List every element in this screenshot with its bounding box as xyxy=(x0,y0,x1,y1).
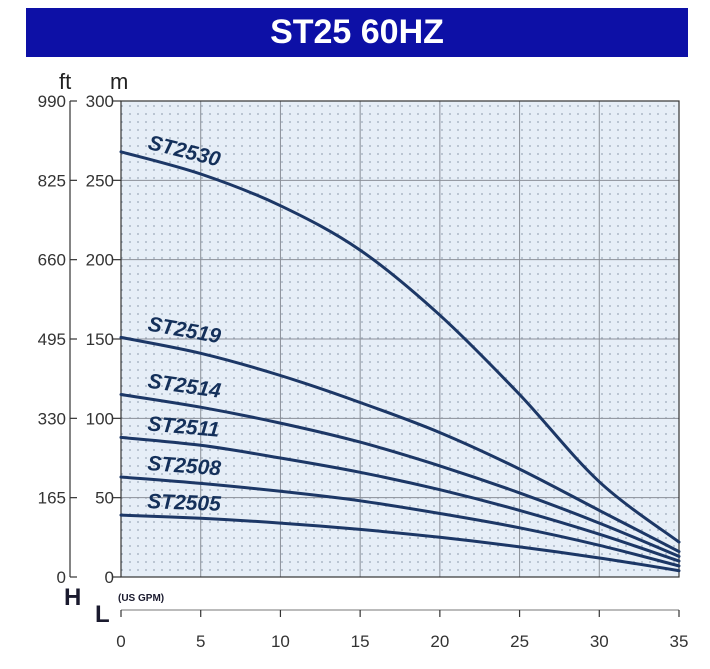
m-axis-ticks: 0 50 100 150 200 250 300 xyxy=(86,92,121,587)
x-tick-label: 0 xyxy=(116,632,125,651)
m-tick-label: 100 xyxy=(86,409,114,428)
series-curve-st2514 xyxy=(119,393,681,558)
x-unit-label: (US GPM) xyxy=(118,593,164,604)
ft-tick-label: 990 xyxy=(38,92,66,111)
x-tick-label: 30 xyxy=(590,632,609,651)
ft-tick-label: 825 xyxy=(38,171,66,190)
m-tick-label: 50 xyxy=(95,489,114,508)
m-tick-label: 150 xyxy=(86,330,114,349)
ft-tick-label: 495 xyxy=(38,330,66,349)
series-curve-st2530 xyxy=(119,150,681,544)
x-tick-label: 5 xyxy=(196,632,205,651)
chart-title: ST25 60HZ xyxy=(26,8,688,57)
m-tick-label: 200 xyxy=(86,251,114,270)
series-label-st2505: ST2505 xyxy=(147,490,222,516)
y-axis-label: H xyxy=(64,584,81,611)
x-tick-label: 15 xyxy=(351,632,370,651)
x-tick-label: 25 xyxy=(510,632,529,651)
ft-unit-label: ft xyxy=(59,69,71,94)
m-tick-label: 0 xyxy=(105,568,114,587)
series-label-st2508: ST2508 xyxy=(147,452,222,480)
series-curve-st2505 xyxy=(119,513,681,573)
x-tick-label: 35 xyxy=(670,632,689,651)
series-curve-st2508 xyxy=(119,475,681,568)
x-axis-ticks: 0 5 10 15 20 25 30 35 xyxy=(116,610,688,651)
x-axis-label: L xyxy=(95,601,110,628)
ft-axis-ticks: 0 165 330 495 660 825 990 xyxy=(38,92,77,587)
x-tick-label: 20 xyxy=(430,632,449,651)
m-tick-label: 300 xyxy=(86,92,114,111)
ft-tick-label: 660 xyxy=(38,251,66,270)
series-curve-st2519 xyxy=(119,335,681,554)
series-curve-st2511 xyxy=(119,435,681,563)
m-unit-label: m xyxy=(110,69,128,94)
series-curves xyxy=(119,150,681,573)
m-tick-label: 250 xyxy=(86,171,114,190)
ft-tick-label: 330 xyxy=(38,409,66,428)
ft-tick-label: 0 xyxy=(57,568,66,587)
ft-tick-label: 165 xyxy=(38,489,66,508)
x-tick-label: 10 xyxy=(271,632,290,651)
